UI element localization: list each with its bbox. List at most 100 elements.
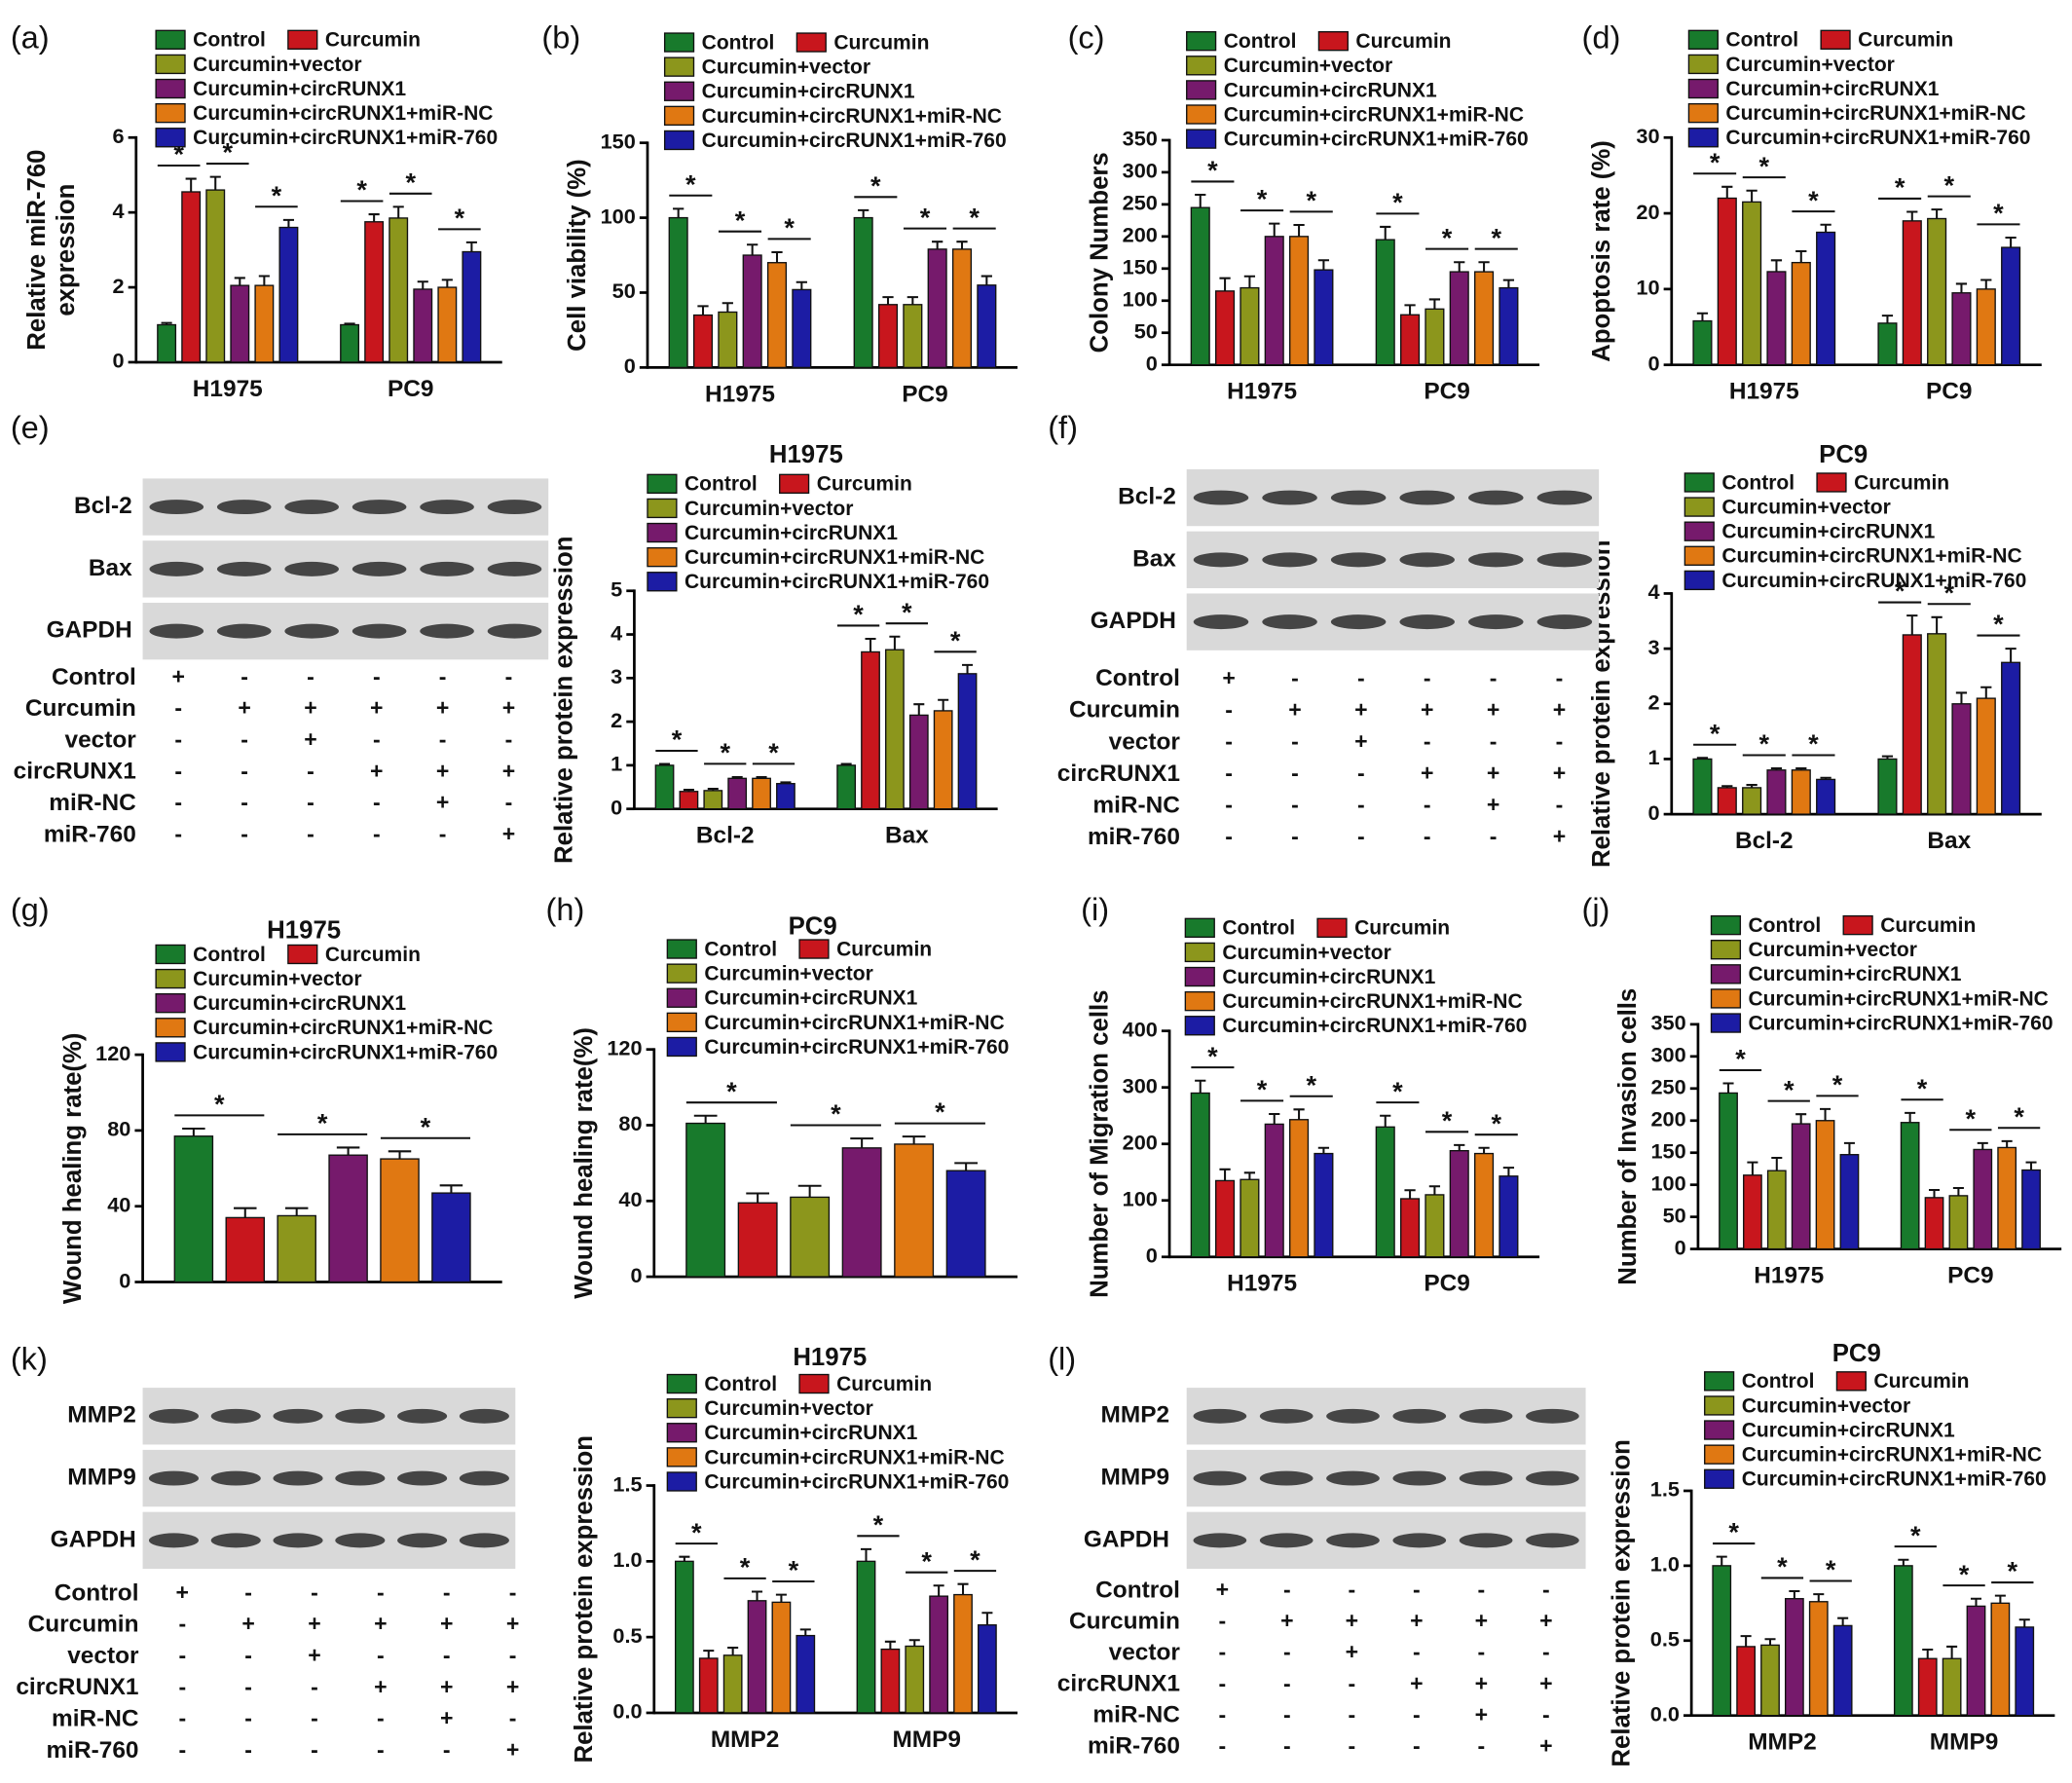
legend-swatch [1710, 1013, 1742, 1033]
legend-swatch [1687, 78, 1719, 99]
bar [752, 777, 771, 810]
condition-mark: - [1219, 1701, 1227, 1727]
condition-mark: - [1542, 1577, 1550, 1602]
y-axis-label: expression [53, 184, 80, 316]
significance-label: * [1710, 718, 1720, 748]
condition-mark: + [1475, 1701, 1488, 1727]
bar [1400, 1198, 1421, 1258]
y-tick-label: 100 [1123, 1186, 1158, 1210]
legend-label: Curcumin [817, 473, 912, 496]
error-bar [2005, 236, 2016, 248]
condition-label: miR-760 [1088, 824, 1180, 850]
condition-mark: - [1219, 1639, 1227, 1664]
condition-label: Curcumin [1069, 1609, 1180, 1635]
condition-mark: - [1478, 1732, 1486, 1758]
condition-mark: - [311, 1736, 318, 1762]
condition-mark: - [1542, 1639, 1550, 1664]
condition-label: Control [52, 664, 136, 690]
significance-label: * [1207, 1041, 1218, 1071]
blot-band [1468, 490, 1524, 505]
bar [1877, 758, 1898, 815]
legend-label: Control [1721, 471, 1794, 494]
significance-label: * [1959, 1559, 1970, 1589]
condition-mark: + [506, 1736, 519, 1762]
condition-mark: + [241, 1611, 254, 1636]
error-bar [1722, 1082, 1734, 1094]
chart-panel: (j) Number of Invasion cells 0 50 100 150 200 2… [1582, 892, 2062, 1289]
error-bar [1952, 1186, 1964, 1196]
x-tick-label: H1975 [705, 381, 775, 407]
condition-label: circRUNX1 [14, 759, 136, 785]
condition-mark: - [311, 1579, 318, 1605]
legend-label: Control [193, 29, 266, 52]
legend-label: Control [1224, 30, 1297, 53]
significance-label: * [317, 1108, 328, 1138]
condition-mark: - [174, 790, 182, 815]
bar [278, 226, 299, 363]
error-bar [850, 1137, 874, 1148]
legend-swatch [663, 32, 695, 53]
error-bar [1195, 1079, 1206, 1094]
blot-band [352, 561, 407, 576]
legend-label: Control [704, 938, 777, 960]
blot-band [1326, 1470, 1380, 1486]
legend-label: Curcumin+circRUNX1 [1749, 963, 1962, 985]
blot-band [335, 1533, 386, 1548]
legend-swatch [663, 56, 695, 77]
condition-mark: + [1553, 760, 1566, 785]
error-bar [1795, 767, 1807, 770]
legend-label: Curcumin+circRUNX1 [193, 78, 406, 100]
y-tick-label: 0 [610, 795, 622, 819]
error-bar [1955, 282, 1968, 293]
y-tick-label: 200 [1123, 223, 1158, 247]
condition-label: Control [1095, 665, 1180, 691]
condition-mark: + [440, 1705, 453, 1730]
condition-mark: + [1222, 665, 1235, 690]
y-tick-label: 1 [1647, 745, 1659, 769]
y-tick-label: 2 [112, 274, 124, 298]
legend-label: Curcumin+vector [684, 498, 853, 520]
condition-mark: + [1421, 760, 1433, 785]
bar [1951, 703, 1972, 815]
condition-mark: - [244, 1736, 252, 1762]
bar [1190, 206, 1210, 366]
blot-band [1193, 552, 1249, 568]
significance-label: * [1392, 1076, 1403, 1106]
legend-label: Curcumin+vector [1224, 55, 1392, 77]
bar [905, 1645, 925, 1714]
blot-band [1330, 614, 1387, 630]
y-tick-label: 150 [1123, 255, 1158, 279]
bar [1976, 288, 1996, 366]
legend-label: Curcumin+vector [1721, 496, 1890, 518]
significance-label: * [784, 212, 795, 242]
chart-title: PC9 [1832, 1340, 1881, 1367]
legend-label: Curcumin+circRUNX1+miR-NC [193, 1017, 493, 1039]
condition-label: miR-NC [1092, 1702, 1180, 1728]
y-tick-label: 1.5 [612, 1471, 642, 1496]
condition-mark: - [509, 1705, 517, 1730]
bar [978, 1624, 997, 1714]
y-tick-label: 250 [1123, 191, 1158, 215]
panel-label: (f) [1048, 410, 1078, 445]
condition-mark: + [374, 1674, 387, 1699]
condition-mark: + [436, 790, 449, 815]
condition-mark: + [1354, 696, 1367, 722]
blot-band [420, 561, 474, 576]
error-bar [727, 1647, 739, 1655]
blot-band [1459, 1408, 1513, 1424]
bar [388, 217, 409, 363]
chart-panel: (d) Apoptosis rate (%) 0 10 20 30 H1975 * * * PC9 *… [1582, 19, 2042, 405]
condition-mark: - [1357, 760, 1365, 785]
condition-mark: - [1424, 824, 1431, 849]
blot-band [1536, 552, 1593, 568]
significance-label: * [1491, 222, 1501, 252]
bar [413, 288, 433, 363]
error-bar [913, 703, 925, 716]
bar [1692, 758, 1713, 815]
condition-mark: - [178, 1736, 186, 1762]
blot-band [335, 1408, 386, 1424]
error-bar [1906, 210, 1918, 221]
legend-swatch [1184, 966, 1215, 987]
blot-band [1399, 490, 1455, 505]
significance-label: * [1257, 184, 1268, 214]
